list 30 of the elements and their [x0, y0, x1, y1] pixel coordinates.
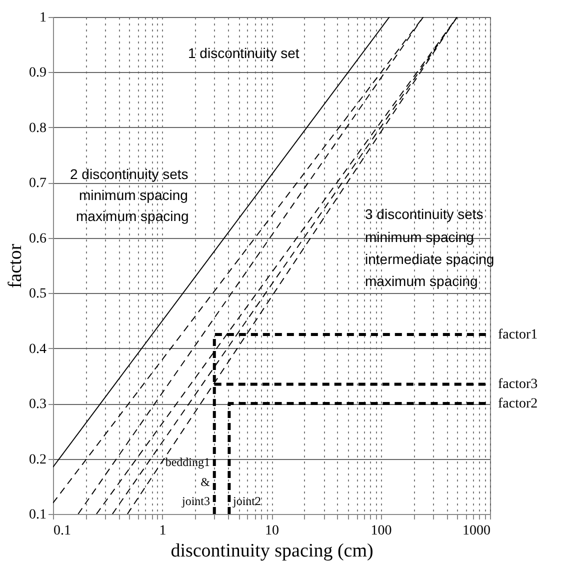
y-tick-label: 1 — [40, 10, 46, 26]
x-tick-label: 100 — [370, 524, 392, 538]
x-axis-title: discontinuity spacing (cm) — [170, 540, 374, 562]
x-tick-label: 1 — [159, 524, 166, 538]
annotation: 1 discontinuity set — [188, 45, 300, 61]
y-tick-label: 0.3 — [29, 397, 46, 412]
annotation: joint2 — [232, 494, 262, 508]
x-tick-label: 0.1 — [54, 524, 71, 538]
annotation: intermediate spacing — [365, 251, 494, 267]
y-tick-label: 0.1 — [29, 508, 46, 522]
annotation: 3 discontinuity sets — [365, 206, 484, 222]
y-tick-label: 0.8 — [29, 120, 46, 136]
annotation: 2 discontinuity sets — [70, 166, 188, 182]
annotation: joint3 — [180, 494, 210, 508]
y-tick-label: 0.7 — [29, 176, 46, 192]
y-tick-label: 0.2 — [29, 452, 46, 468]
y-tick-label: 0.5 — [29, 286, 46, 302]
annotation: maximum spacing — [76, 208, 189, 224]
annotation: maximum spacing — [365, 273, 478, 289]
series-label: factor1 — [498, 328, 538, 343]
series-label: factor2 — [498, 396, 538, 412]
series-label: factor3 — [498, 377, 538, 392]
x-tick-label: 1000 — [462, 524, 490, 538]
y-tick-label: 0.6 — [29, 231, 46, 246]
annotation: & — [200, 475, 211, 489]
y-tick-label: 0.9 — [29, 66, 46, 81]
y-tick-label: 0.4 — [29, 342, 46, 357]
x-tick-label: 10 — [265, 524, 279, 538]
y-axis-title: factor — [5, 243, 26, 288]
annotation: minimum spacing — [79, 187, 188, 203]
